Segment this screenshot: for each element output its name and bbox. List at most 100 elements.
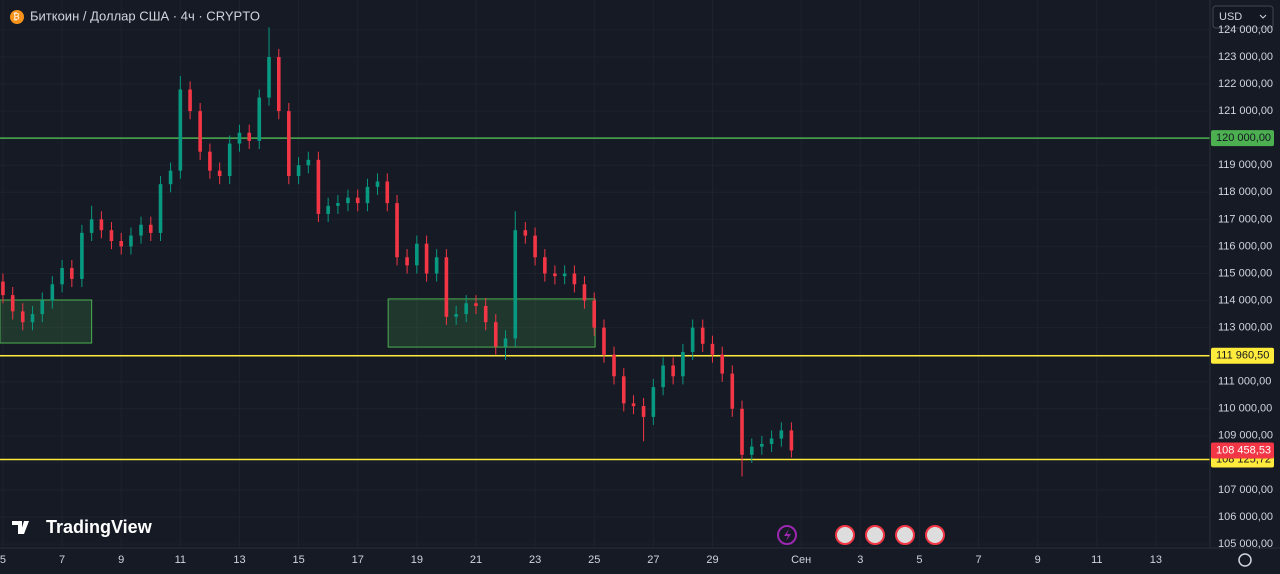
candle-body	[483, 305, 488, 323]
candle-body	[139, 224, 143, 236]
candle-body	[572, 273, 577, 285]
candle-body	[316, 159, 321, 214]
candle-body	[326, 205, 330, 214]
x-tick-label: 5	[0, 554, 6, 566]
candle-body	[523, 230, 528, 236]
x-tick-label: 7	[975, 554, 981, 566]
event-bolt	[784, 529, 791, 541]
candle-body	[119, 240, 124, 247]
y-tick-label: 122 000,00	[1218, 78, 1273, 90]
candle-body	[562, 273, 567, 277]
candle-body	[355, 197, 360, 204]
candle-body	[493, 322, 498, 347]
candle-body	[296, 165, 301, 177]
candle-body	[198, 111, 202, 152]
x-tick-label: 9	[1035, 554, 1041, 566]
candle-body	[621, 376, 626, 404]
candle-body	[740, 408, 744, 455]
x-tick-label: 25	[588, 554, 600, 566]
candle-body	[306, 159, 311, 166]
candle-body	[50, 284, 55, 301]
candle-body	[287, 111, 291, 177]
candle-body	[257, 97, 262, 141]
y-tick-label: 105 000,00	[1218, 538, 1273, 550]
candle-body	[20, 311, 25, 323]
candle-body	[208, 151, 212, 171]
candle-body	[769, 438, 774, 444]
candle-body	[720, 354, 725, 374]
price-label: 108 458,53	[1216, 444, 1271, 456]
price-label-bg	[1211, 347, 1274, 364]
currency-select[interactable]	[1212, 5, 1274, 29]
x-tick-label: 7	[59, 554, 65, 566]
candle-body	[592, 300, 597, 328]
candle-body	[178, 89, 183, 171]
candle-body	[434, 257, 439, 274]
candle-body	[60, 268, 64, 285]
candle-body	[70, 268, 74, 279]
x-tick-label: 13	[233, 554, 245, 566]
candle-body	[336, 203, 340, 206]
candle-body	[464, 303, 469, 315]
candle-body	[543, 257, 547, 274]
candle-body	[217, 170, 222, 177]
event-icon[interactable]	[925, 525, 945, 545]
candle-body	[700, 327, 705, 344]
candle-body	[474, 303, 478, 306]
x-tick-label: 11	[175, 554, 186, 566]
y-tick-label: 111 000,00	[1218, 376, 1271, 388]
x-tick-label: 17	[352, 554, 364, 566]
event-icon[interactable]	[777, 525, 797, 545]
y-tick-label: 115 000,00	[1218, 267, 1272, 279]
candle-body	[227, 143, 232, 177]
candle-body	[188, 89, 192, 112]
event-icon[interactable]	[835, 525, 855, 545]
candle-body	[503, 338, 508, 347]
candle-body	[789, 430, 794, 451]
candle-body	[641, 406, 646, 417]
candle-body	[533, 235, 537, 258]
candle-body	[395, 203, 399, 258]
y-tick-label: 116 000,00	[1218, 240, 1272, 252]
event-icon[interactable]	[865, 525, 885, 545]
y-tick-label: 119 000,00	[1218, 159, 1272, 171]
candle-body	[168, 170, 173, 185]
settings-icon[interactable]	[1238, 553, 1252, 567]
y-tick-label: 107 000,00	[1218, 484, 1273, 496]
candle-body	[631, 403, 636, 407]
currency-label[interactable]: USD	[1219, 11, 1242, 23]
y-tick-label: 106 000,00	[1218, 511, 1273, 523]
symbol-title: Биткоин / Доллар США · 4ч · CRYPTO	[30, 8, 260, 23]
x-tick-label: 29	[706, 554, 718, 566]
candle-body	[30, 314, 35, 323]
candle-body	[40, 300, 45, 315]
candle-body	[247, 132, 252, 141]
candle-body	[681, 351, 685, 377]
candle-body	[444, 257, 449, 317]
y-tick-label: 110 000,00	[1218, 403, 1272, 415]
candle-body	[661, 365, 665, 388]
candle-body	[10, 295, 15, 312]
candle-body	[148, 224, 153, 233]
logo-dot	[24, 521, 28, 525]
coin-symbol: ₿	[13, 11, 20, 21]
candle-body	[80, 232, 84, 279]
plot	[0, 27, 1210, 477]
y-tick-label: 123 000,00	[1218, 51, 1273, 63]
x-tick-label: 15	[292, 554, 304, 566]
event-icon[interactable]	[895, 525, 915, 545]
candle-body	[553, 273, 557, 277]
candle-body	[129, 235, 133, 247]
y-tick-label: 117 000,00	[1218, 213, 1272, 225]
candle-body	[690, 327, 695, 352]
candle-body	[158, 184, 163, 233]
y-tick-label: 109 000,00	[1218, 430, 1273, 442]
x-tick-label: 19	[411, 554, 423, 566]
price-label-bg	[1211, 130, 1274, 147]
candle-body	[612, 354, 616, 377]
x-tick-label: 23	[529, 554, 541, 566]
candle-body	[602, 327, 606, 355]
